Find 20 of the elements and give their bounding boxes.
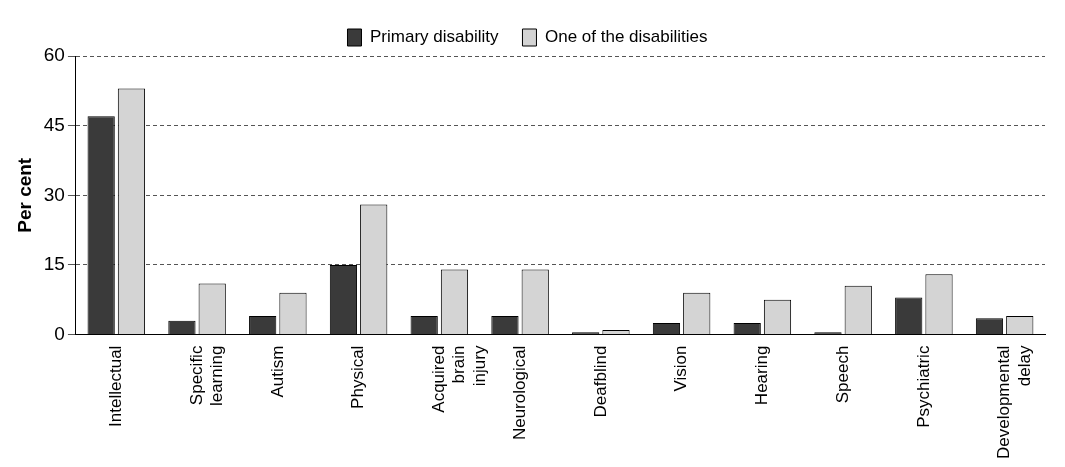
x-tick-label: Psychiatric <box>913 345 933 428</box>
legend-label: One of the disabilities <box>544 27 708 47</box>
x-tick-label: Developmental delay <box>994 345 1034 460</box>
x-tick-label: Speech <box>832 345 852 404</box>
x-tick-label: Vision <box>671 345 691 392</box>
y-tick-label: 45 <box>43 113 65 135</box>
y-tick-label: 15 <box>43 253 65 275</box>
x-tick-label: Autism <box>267 345 287 398</box>
x-tick-label: Acquired brain injury <box>429 345 489 413</box>
y-axis-title: Per cent <box>13 157 35 233</box>
legend-label: Primary disability <box>370 27 499 47</box>
x-tick-label: Deafblind <box>590 345 610 418</box>
x-tick-label: Physical <box>348 345 368 409</box>
y-tick-label: 30 <box>43 183 65 205</box>
x-tick-label: Neurological <box>509 345 529 441</box>
x-tick-label: Intellectual <box>106 345 125 427</box>
y-tick-label: 0 <box>54 322 65 344</box>
y-tick-label: 60 <box>43 44 65 66</box>
x-tick-label: Specific learning <box>186 345 227 407</box>
x-tick-label: Hearing <box>752 345 772 406</box>
